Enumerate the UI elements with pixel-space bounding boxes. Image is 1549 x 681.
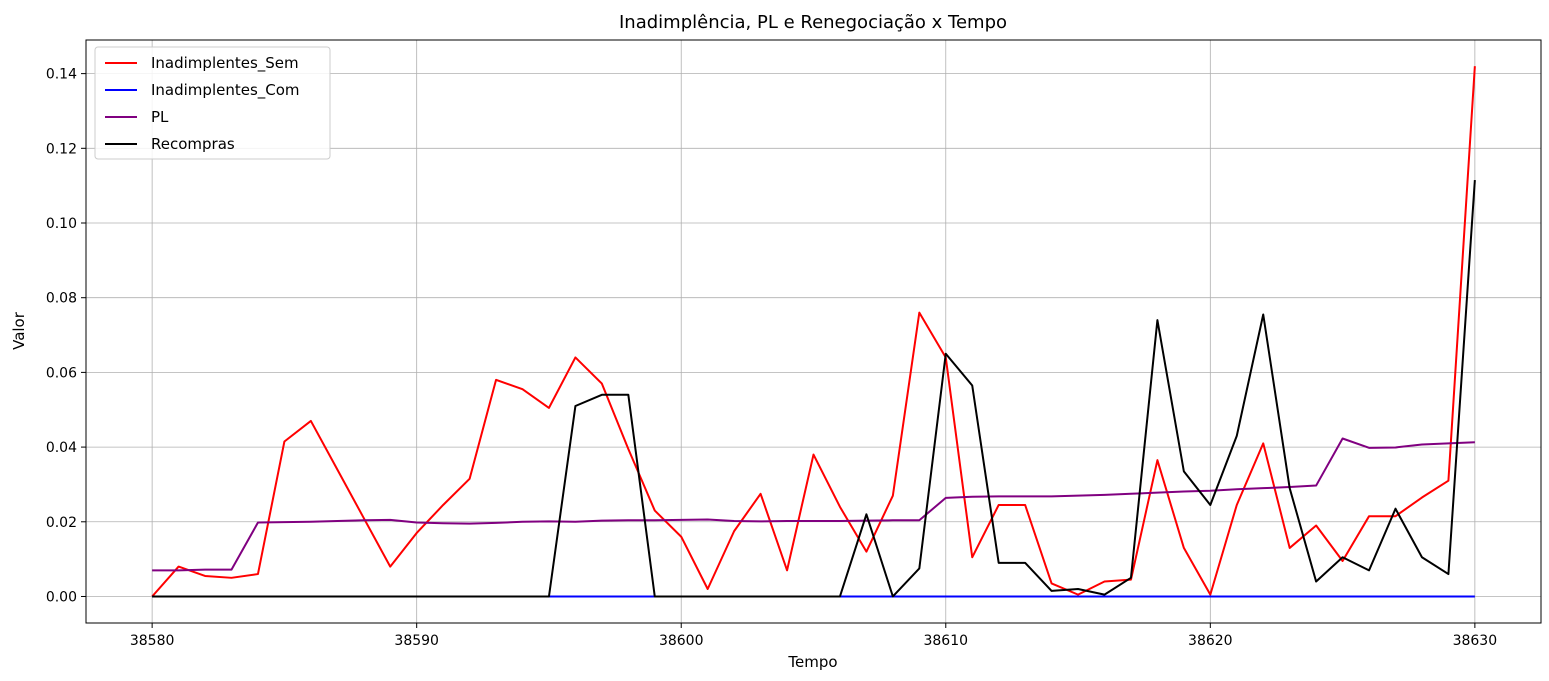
y-tick-label: 0.06 [46, 365, 77, 381]
x-tick-label: 38610 [923, 633, 968, 649]
y-tick-label: 0.00 [46, 589, 77, 605]
x-tick-label: 38630 [1453, 633, 1498, 649]
y-tick-label: 0.10 [46, 216, 77, 232]
legend: Inadimplentes_Sem Inadimplentes_Com PL Reco… [94, 46, 331, 160]
x-tick-label: 38580 [130, 633, 175, 649]
y-axis: 0.00 0.02 0.04 0.06 0.08 0.10 0.12 0.14 [46, 67, 86, 605]
legend-box [94, 46, 331, 160]
y-tick-label: 0.08 [46, 291, 77, 307]
x-axis: 38580 38590 38600 38610 38620 38630 [130, 623, 1497, 649]
y-axis-title: Valor [10, 311, 28, 350]
y-tick-label: 0.12 [46, 141, 77, 157]
chart-title: Inadimplência, PL e Renegociação x Tempo [619, 12, 1007, 33]
y-tick-label: 0.02 [46, 515, 77, 531]
plot-frame [85, 39, 1542, 624]
x-tick-label: 38590 [394, 633, 439, 649]
y-tick-label: 0.04 [46, 440, 77, 456]
series-line-recompras [152, 179, 1476, 598]
series-line-pl [152, 437, 1475, 572]
x-tick-label: 38620 [1188, 633, 1233, 649]
legend-label-inadimplentes-com: Inadimplentes_Com [151, 81, 300, 100]
x-tick-label: 38600 [659, 633, 704, 649]
legend-label-recompras: Recompras [151, 135, 235, 153]
y-tick-label: 0.14 [46, 67, 77, 83]
legend-label-pl: PL [151, 108, 169, 126]
series-lines [151, 66, 1476, 598]
series-line-inadimplentes-sem [151, 66, 1476, 598]
x-axis-title: Tempo [787, 653, 837, 671]
legend-label-inadimplentes-sem: Inadimplentes_Sem [151, 54, 299, 73]
